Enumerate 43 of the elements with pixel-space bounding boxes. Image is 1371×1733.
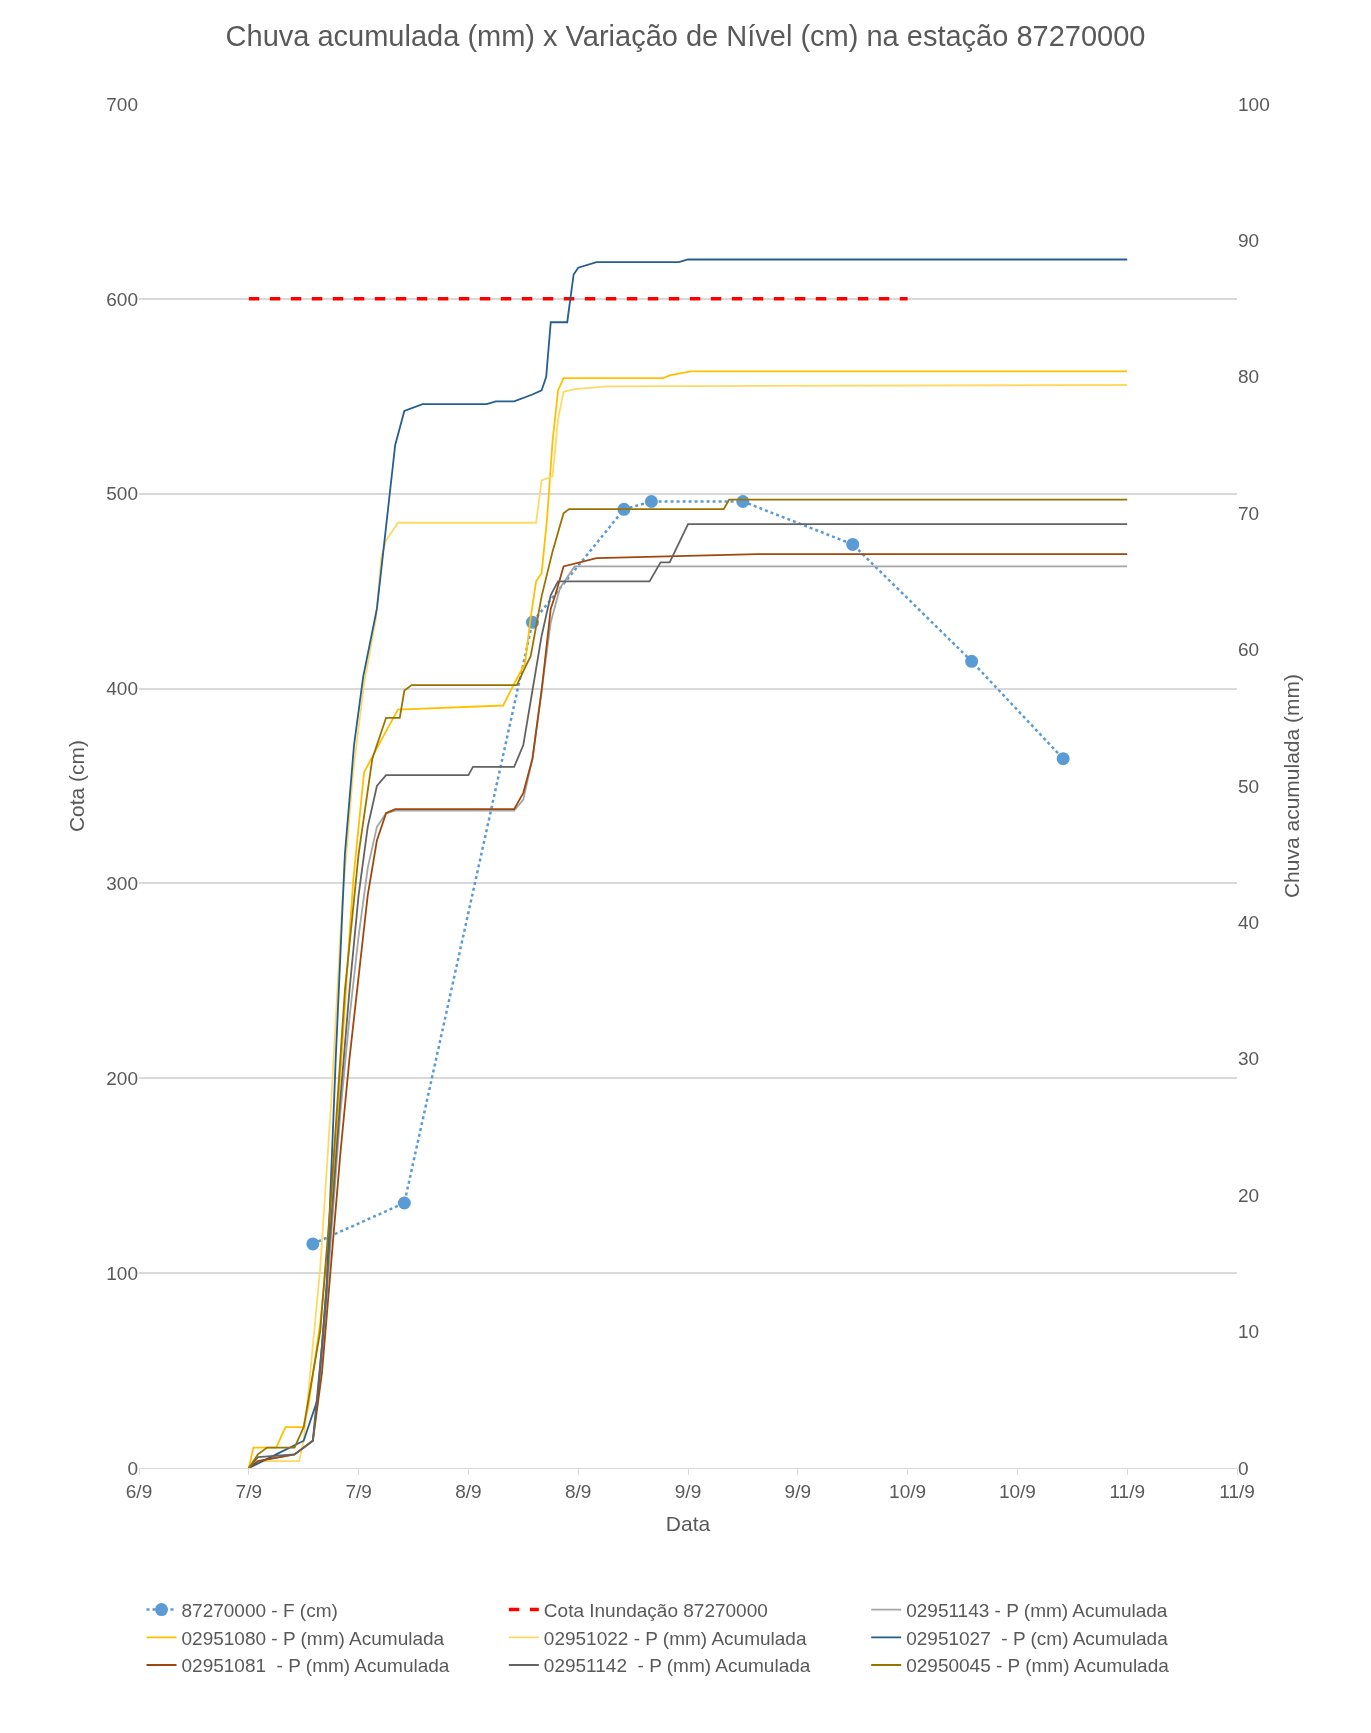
x-tick-label: 11/9 xyxy=(1219,1480,1255,1502)
y-tick-label: 700 xyxy=(106,93,138,115)
legend-label: 02951143 - P (mm) Acumulada xyxy=(906,1600,1168,1622)
x-axis-title: Data xyxy=(665,1512,711,1535)
y2-tick-label: 50 xyxy=(1238,775,1260,797)
x-tick-label: 10/9 xyxy=(889,1480,927,1502)
y2-tick-label: 20 xyxy=(1238,1184,1260,1206)
x-tick-label: 8/9 xyxy=(455,1480,482,1502)
y-tick-label: 500 xyxy=(106,483,138,505)
y2-tick-label: 10 xyxy=(1238,1321,1260,1343)
x-tick-label: 7/9 xyxy=(345,1480,372,1502)
legend-label: 02951022 - P (mm) Acumulada xyxy=(543,1627,807,1649)
y2-tick-label: 30 xyxy=(1238,1048,1260,1070)
legend-label: 02951027 - P (cm) Acumulada xyxy=(906,1627,1169,1649)
legend-label: 02951081 - P (mm) Acumulada xyxy=(181,1655,450,1677)
y-tick-label: 600 xyxy=(106,288,138,310)
y2-tick-label: 60 xyxy=(1238,639,1260,661)
y-tick-label: 400 xyxy=(106,678,138,700)
y-tick-label: 300 xyxy=(106,873,138,895)
y2-axis-title: Chuva acumulada (mm) xyxy=(1279,673,1303,899)
y2-tick-label: 80 xyxy=(1238,366,1260,388)
y-tick-label: 100 xyxy=(106,1262,138,1284)
x-tick-label: 10/9 xyxy=(998,1480,1036,1502)
y2-tick-label: 40 xyxy=(1238,912,1260,934)
x-tick-label: 9/9 xyxy=(784,1480,812,1502)
x-tick-label: 9/9 xyxy=(674,1480,702,1502)
legend-label: 02950045 - P (mm) Acumulada xyxy=(906,1655,1170,1677)
x-tick-label: 6/9 xyxy=(125,1480,153,1502)
legend-label: 02951142 - P (mm) Acumulada xyxy=(543,1655,811,1677)
y-tick-label: 200 xyxy=(106,1067,138,1089)
legend-label: 02951080 - P (mm) Acumulada xyxy=(181,1627,445,1649)
y-tick-label: 0 xyxy=(127,1457,138,1479)
legend-label: Cota Inundação 87270000 xyxy=(543,1600,768,1622)
x-tick-label: 11/9 xyxy=(1109,1480,1145,1502)
y2-tick-label: 90 xyxy=(1238,230,1260,252)
x-tick-label: 7/9 xyxy=(235,1480,263,1502)
y-axis-title: Cota (cm) xyxy=(65,739,89,833)
legend-label: 87270000 - F (cm) xyxy=(181,1600,338,1622)
y2-tick-label: 100 xyxy=(1238,93,1270,115)
y2-tick-label: 0 xyxy=(1238,1457,1249,1479)
y2-tick-label: 70 xyxy=(1238,502,1260,524)
chart-title: Chuva acumulada (mm) x Variação de Nível (cm) na estação 87270000 xyxy=(225,20,1146,53)
x-tick-label: 8/9 xyxy=(564,1480,592,1502)
